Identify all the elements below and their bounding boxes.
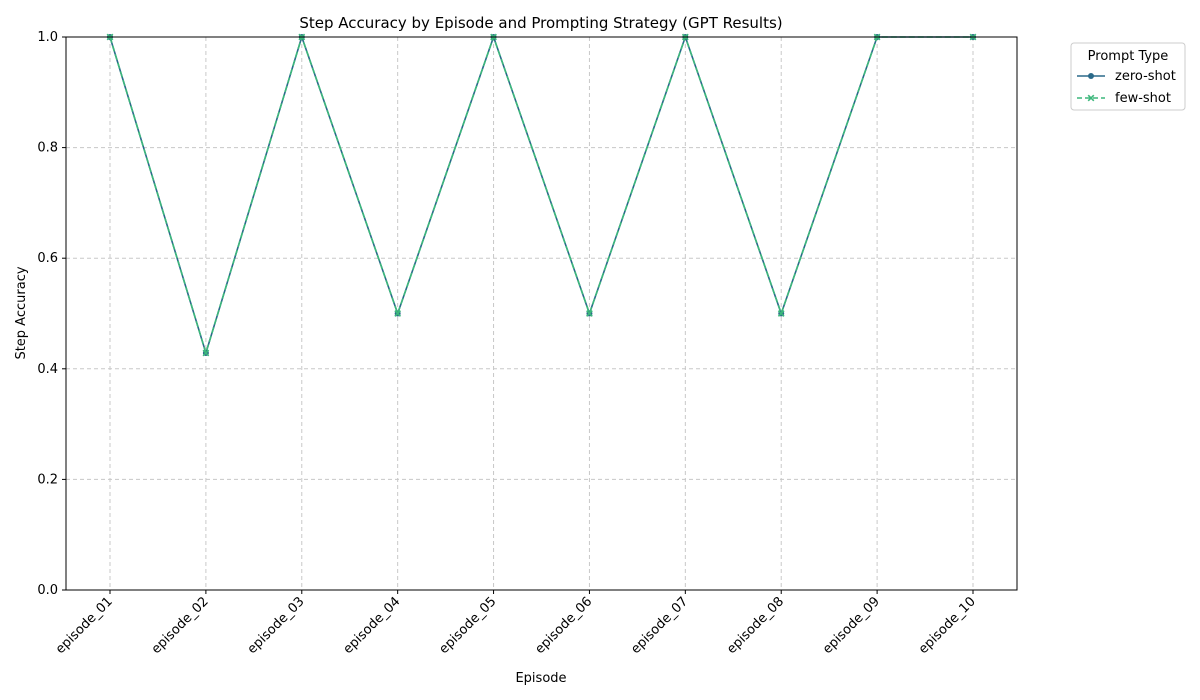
legend-label: few-shot: [1115, 91, 1171, 106]
x-tick-label: episode_08: [724, 594, 787, 657]
x-tick-label: episode_01: [53, 594, 116, 657]
marker-stroke: [586, 310, 593, 317]
y-tick-label: 0.4: [37, 362, 58, 377]
marker-stroke: [777, 310, 785, 317]
grid: [66, 36, 1017, 591]
y-tick-label: 1.0: [37, 30, 58, 45]
legend: Prompt Type zero-shot few-shot: [1070, 42, 1186, 111]
data-point: [202, 349, 210, 357]
x-axis: episode_01 episode_02 episode_03 episode_04…: [53, 590, 979, 657]
x-tick-label: episode_06: [532, 594, 595, 657]
marker-stroke: [1087, 94, 1095, 102]
y-tick-label: 0.0: [37, 583, 58, 598]
marker-stroke: [394, 310, 402, 317]
legend-marker: [1087, 94, 1095, 102]
x-tick-label: episode_05: [437, 594, 500, 657]
data-point: [394, 310, 402, 317]
x-tick-label: episode_03: [245, 594, 308, 657]
x-tick-label: episode_07: [628, 594, 691, 657]
y-tick-label: 0.6: [37, 251, 58, 266]
legend-title: Prompt Type: [1088, 49, 1169, 64]
x-tick-label: episode_10: [916, 594, 979, 657]
x-tick-label: episode_04: [341, 594, 404, 657]
y-axis: 0.0 0.2 0.4 0.6 0.8 1.0: [37, 30, 66, 598]
legend-marker: [1088, 73, 1094, 79]
data-point: [777, 310, 785, 317]
y-tick-label: 0.8: [37, 141, 58, 156]
series-line-few-shot: [109, 34, 973, 356]
x-axis-label: Episode: [515, 671, 566, 686]
legend-label: zero-shot: [1115, 69, 1176, 84]
y-tick-label: 0.2: [37, 472, 58, 487]
data-point: [586, 310, 593, 317]
marker-stroke: [202, 349, 210, 357]
x-tick-label: episode_09: [820, 594, 883, 657]
x-tick-label: episode_02: [149, 594, 212, 657]
y-axis-label: Step Accuracy: [14, 266, 29, 359]
series-line-zero-shot: [109, 34, 973, 356]
series-layer: [106, 33, 977, 357]
plot-frame: [65, 36, 1018, 591]
chart-title: Step Accuracy by Episode and Prompting S…: [299, 14, 782, 32]
legend-frame: [1070, 42, 1186, 111]
